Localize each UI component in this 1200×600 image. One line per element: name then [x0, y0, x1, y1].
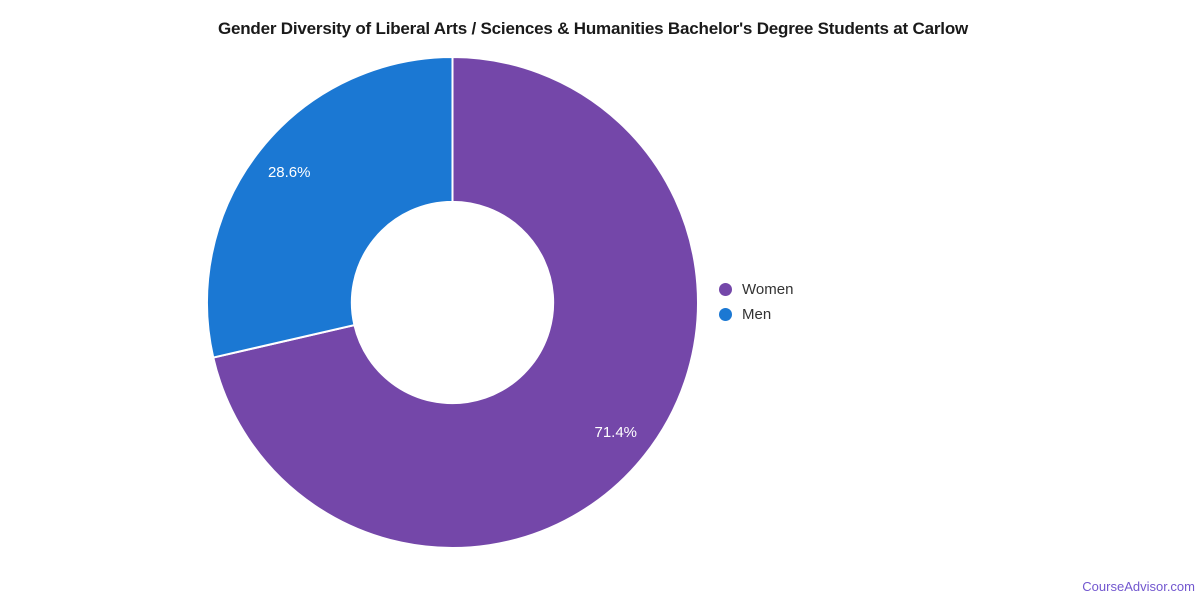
- legend-marker-men-icon: [719, 308, 732, 321]
- legend-label-women: Women: [742, 281, 794, 298]
- legend: Women Men: [719, 277, 793, 327]
- chart-title: Gender Diversity of Liberal Arts / Scien…: [217, 19, 969, 38]
- pie-slice-women[interactable]: [212, 55, 699, 549]
- legend-item-men: Men: [719, 302, 793, 327]
- legend-label-men: Men: [742, 306, 772, 323]
- legend-marker-women-icon: [719, 283, 732, 296]
- legend-item-women: Women: [719, 277, 793, 302]
- slice-label-women: 71.4%: [594, 424, 637, 441]
- slice-label-men: 28.6%: [268, 164, 311, 181]
- pie-slice-men[interactable]: [206, 55, 454, 359]
- watermark-link[interactable]: CourseAdvisor.com: [1082, 579, 1195, 594]
